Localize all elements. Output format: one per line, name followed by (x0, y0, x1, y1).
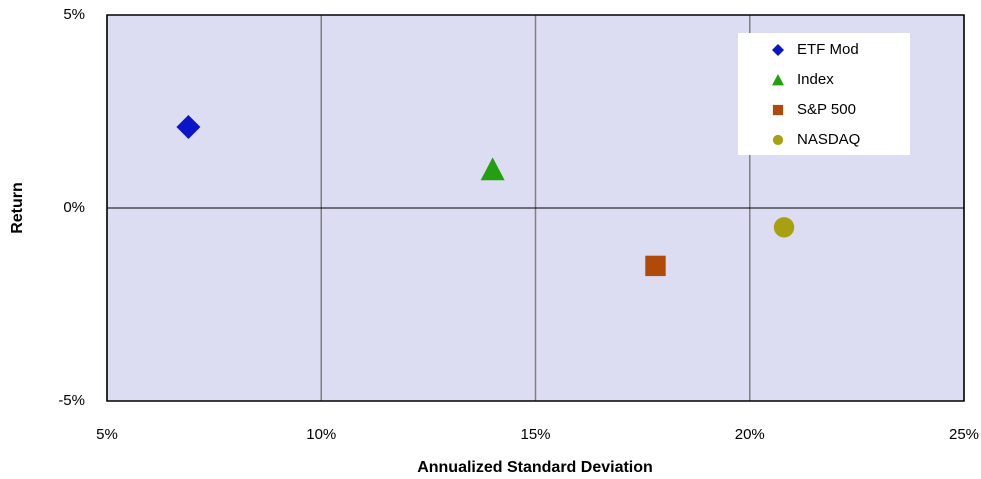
legend-box (738, 33, 910, 155)
x-tick-label: 5% (96, 426, 118, 443)
x-tick-label: 10% (306, 426, 336, 443)
legend-label: Index (797, 71, 834, 88)
y-tick-label: 5% (63, 6, 85, 23)
legend-label: NASDAQ (797, 131, 860, 148)
y-tick-label: -5% (58, 392, 85, 409)
marker (772, 134, 784, 146)
x-tick-label: 25% (949, 426, 979, 443)
marker (176, 114, 201, 139)
marker (480, 157, 505, 181)
legend-label: S&P 500 (797, 101, 856, 118)
legend-label: ETF Mod (797, 41, 859, 58)
marker (772, 104, 784, 116)
marker (772, 44, 784, 56)
plot-border (106, 14, 965, 402)
x-tick-label: 20% (735, 426, 765, 443)
y-tick-label: 0% (63, 199, 85, 216)
marker (772, 74, 784, 86)
marker (645, 255, 666, 277)
x-axis-title: Annualized Standard Deviation (417, 459, 653, 476)
marker (773, 217, 795, 238)
x-tick-label: 15% (520, 426, 550, 443)
y-axis-title: Return (9, 182, 26, 234)
